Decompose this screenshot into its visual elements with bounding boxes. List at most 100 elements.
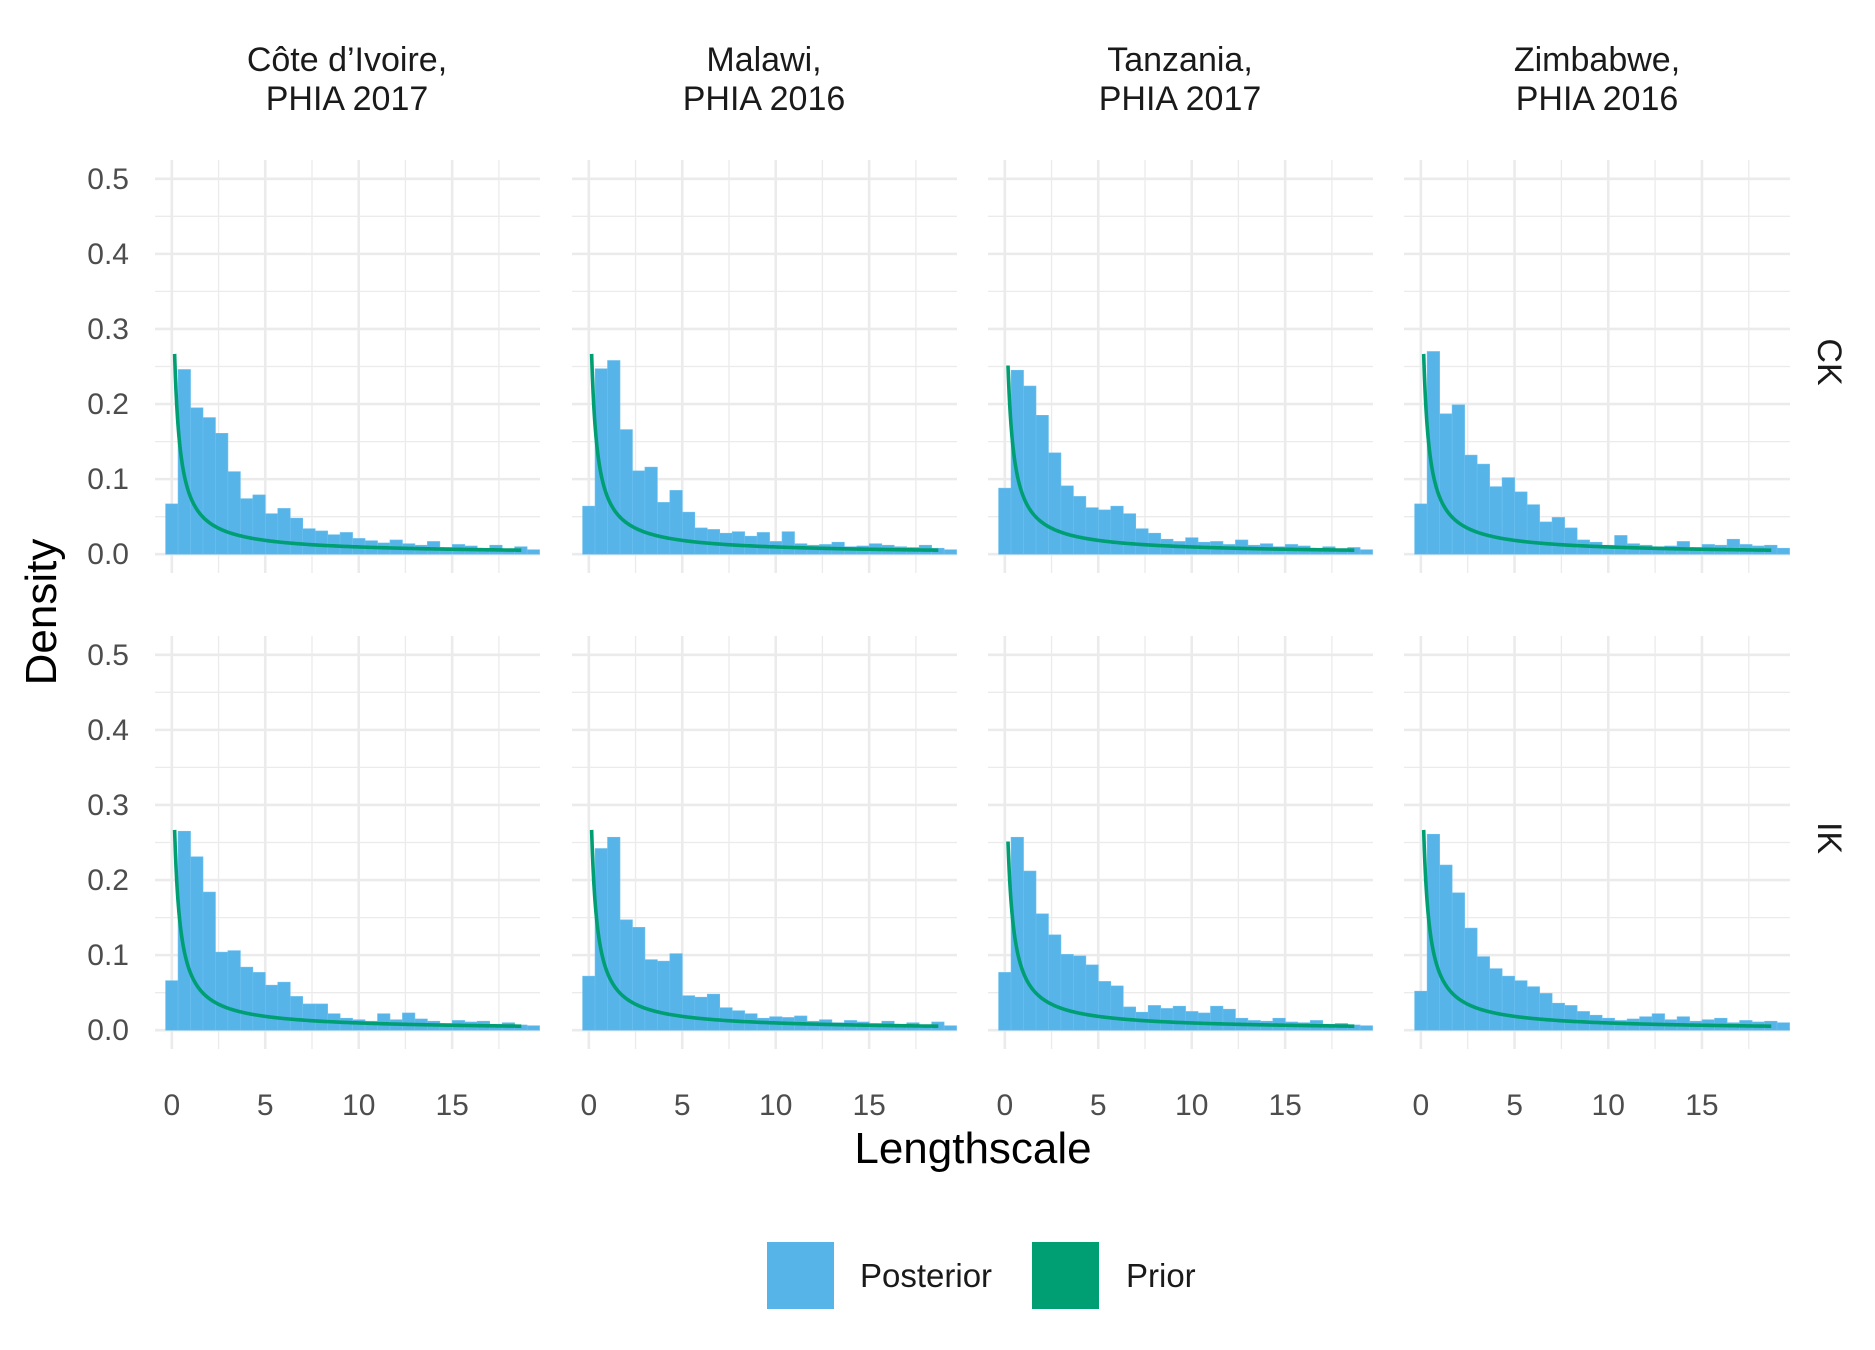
panel-ck-4 xyxy=(1404,160,1790,573)
posterior-bar xyxy=(1135,528,1149,555)
posterior-bar xyxy=(277,981,291,1031)
posterior-bar xyxy=(644,959,658,1031)
legend-key-posterior xyxy=(767,1242,834,1309)
strip-row-ik: IK xyxy=(1810,822,1848,854)
y-tick-label: 0.1 xyxy=(87,939,129,972)
panel-ik-2: 0 5 10 15 xyxy=(572,636,957,1122)
posterior-bar xyxy=(1539,993,1553,1031)
posterior-bar xyxy=(1060,954,1074,1031)
x-tick-label: 0 xyxy=(163,1089,180,1122)
posterior-bar xyxy=(669,953,683,1031)
posterior-bar xyxy=(943,549,957,555)
posterior-bar xyxy=(632,470,646,555)
strip-col-4-line2: PHIA 2016 xyxy=(1516,80,1679,118)
prior-line xyxy=(1421,352,1772,552)
posterior-bar xyxy=(1489,968,1503,1031)
posterior-bar xyxy=(682,511,696,555)
x-tick-label: 10 xyxy=(759,1089,792,1122)
posterior-bar xyxy=(1514,980,1528,1031)
x-tick-label: 15 xyxy=(435,1089,468,1122)
y-tick-label: 0.4 xyxy=(87,714,129,747)
x-tick-label: 5 xyxy=(1506,1089,1523,1122)
x-tick-label: 10 xyxy=(1592,1089,1625,1122)
posterior-bar xyxy=(998,972,1012,1031)
x-tick-label: 15 xyxy=(1268,1089,1301,1122)
strip-col-3-line2: PHIA 2017 xyxy=(1099,80,1262,118)
panel-ck-2 xyxy=(572,160,957,573)
prior-line xyxy=(172,828,522,1028)
posterior-bar xyxy=(1501,477,1515,555)
y-tick-label: 0.2 xyxy=(87,864,129,897)
x-tick-label: 5 xyxy=(257,1089,274,1122)
posterior-bar xyxy=(1359,549,1373,555)
posterior-bar xyxy=(1222,1008,1236,1031)
prior-line xyxy=(589,828,939,1028)
posterior-bar xyxy=(1726,538,1740,555)
x-tick-label: 5 xyxy=(1090,1089,1107,1122)
posterior-bar xyxy=(302,528,316,555)
posterior-bar xyxy=(632,927,646,1031)
posterior-bar xyxy=(1489,486,1503,555)
posterior-bar xyxy=(756,532,770,555)
x-tick-label: 15 xyxy=(852,1089,885,1122)
posterior-bar xyxy=(1098,509,1112,555)
panel-ck-3 xyxy=(988,160,1373,573)
posterior-bar xyxy=(1073,955,1087,1031)
posterior-bar xyxy=(594,848,608,1031)
posterior-bar xyxy=(1098,981,1112,1031)
posterior-bar xyxy=(526,549,540,555)
posterior-bar xyxy=(215,951,229,1031)
prior-line xyxy=(172,352,522,552)
posterior-bar xyxy=(1185,1011,1199,1031)
posterior-bar xyxy=(215,433,229,555)
posterior-bar xyxy=(1160,1008,1174,1031)
posterior-bar xyxy=(607,360,621,555)
posterior-bar xyxy=(1035,913,1049,1031)
y-tick-label: 0.0 xyxy=(87,1014,129,1047)
posterior-bar xyxy=(1539,521,1553,555)
legend: Posterior Prior xyxy=(767,1242,1196,1309)
posterior-bar xyxy=(594,368,608,555)
posterior-bar xyxy=(1526,986,1540,1031)
posterior-bar xyxy=(1464,927,1478,1031)
posterior-bar xyxy=(607,836,621,1031)
posterior-bar xyxy=(1023,385,1037,555)
x-tick-label: 10 xyxy=(1175,1089,1208,1122)
legend-key-prior xyxy=(1032,1242,1099,1309)
posterior-bar xyxy=(190,407,204,555)
posterior-bar xyxy=(582,505,596,555)
posterior-bar xyxy=(1210,1005,1224,1031)
posterior-bar xyxy=(402,1012,416,1031)
posterior-bar xyxy=(202,417,216,555)
posterior-bar xyxy=(265,984,279,1031)
posterior-bar xyxy=(582,975,596,1031)
x-tick-label: 0 xyxy=(1413,1089,1430,1122)
posterior-bar xyxy=(1564,527,1578,555)
posterior-bar xyxy=(1085,507,1099,555)
y-tick-label: 0.3 xyxy=(87,789,129,822)
x-axis-title: Lengthscale xyxy=(854,1124,1091,1173)
posterior-bar xyxy=(1073,496,1087,555)
posterior-bar xyxy=(1439,413,1453,555)
prior-line xyxy=(589,352,939,552)
posterior-bar xyxy=(1085,964,1099,1031)
posterior-bar xyxy=(177,369,191,555)
panel-ik-3: 0 5 10 15 xyxy=(988,636,1373,1122)
posterior-bar xyxy=(669,490,683,555)
posterior-bar xyxy=(1110,505,1124,555)
posterior-bar xyxy=(1451,404,1465,555)
posterior-bar xyxy=(644,466,658,555)
posterior-bar xyxy=(190,856,204,1031)
posterior-bar xyxy=(998,487,1012,555)
strip-col-2-line2: PHIA 2016 xyxy=(683,80,846,118)
posterior-bar xyxy=(1122,513,1137,555)
x-tick-label: 5 xyxy=(674,1089,691,1122)
posterior-bar xyxy=(619,919,633,1031)
posterior-bar xyxy=(339,532,353,555)
posterior-bar xyxy=(1172,1005,1186,1031)
prior-line xyxy=(1421,828,1772,1028)
posterior-bar xyxy=(1451,892,1465,1031)
strip-row-ck: CK xyxy=(1810,338,1848,386)
posterior-bar xyxy=(240,966,254,1031)
